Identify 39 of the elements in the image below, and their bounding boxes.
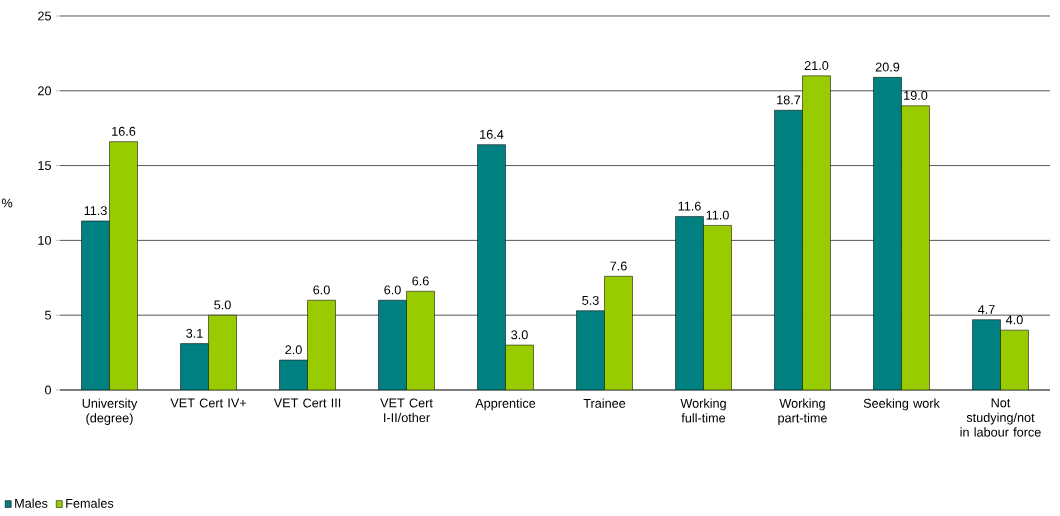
data-label: 3.1: [186, 328, 203, 338]
x-tick-label: Seeking work: [863, 398, 940, 411]
data-label: 16.6: [112, 126, 136, 136]
data-label: 2.0: [285, 345, 302, 355]
y-tick-label: 15: [38, 161, 51, 171]
data-label: 18.7: [777, 95, 801, 105]
x-tick-label: Apprentice: [475, 398, 536, 411]
y-tick-label: 5: [44, 310, 51, 320]
y-tick-label: 25: [38, 11, 51, 21]
x-tick-label: VET Cert I-II/other: [380, 398, 433, 423]
data-label: 6.6: [412, 276, 429, 286]
x-tick-label: Working part-time: [778, 398, 827, 425]
y-axis-title: %: [1, 198, 13, 208]
data-label: 11.6: [678, 201, 701, 211]
data-label: 5.0: [214, 300, 231, 310]
x-tick-label: VET Cert III: [273, 398, 341, 408]
data-label: 5.3: [582, 295, 599, 305]
x-tick-label: Not studying/not in labour force: [960, 398, 1041, 437]
data-label: 4.7: [977, 305, 995, 314]
y-tick-label: 20: [38, 86, 52, 96]
data-label: 7.6: [610, 261, 627, 271]
data-label: 4.0: [1005, 315, 1023, 325]
y-tick-label: 10: [38, 235, 52, 245]
legend-label: Males: [15, 498, 48, 508]
data-label: 11.0: [706, 210, 729, 220]
data-label: 11.3: [84, 206, 107, 216]
y-tick-label: 0: [44, 385, 52, 395]
data-label: 16.4: [480, 129, 504, 139]
data-label: 19.0: [904, 90, 928, 100]
x-tick-label: Working full-time: [680, 398, 726, 423]
data-label: 20.9: [875, 62, 900, 72]
x-tick-label: VET Cert IV+: [170, 398, 247, 408]
x-tick-label: University (degree): [82, 398, 138, 425]
data-label: 3.0: [511, 330, 528, 340]
data-label: 6.0: [313, 285, 330, 295]
data-label: 21.0: [804, 61, 829, 71]
x-tick-label: Trainee: [583, 398, 626, 408]
data-label: 6.0: [384, 285, 401, 295]
legend-label: Females: [66, 498, 114, 508]
